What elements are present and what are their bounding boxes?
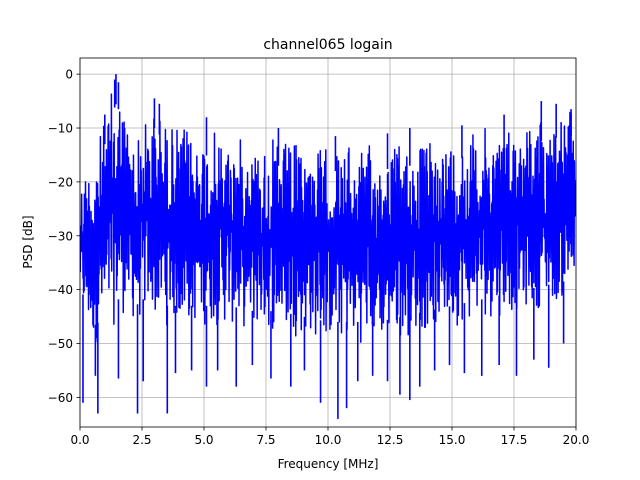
x-tick-label: 15.0	[439, 433, 466, 447]
y-tick-label: −30	[48, 229, 73, 243]
chart-title: channel065 logain	[263, 37, 392, 53]
plot-data	[80, 74, 576, 419]
x-tick-label: 10.0	[315, 433, 342, 447]
x-axis-label: Frequency [MHz]	[278, 457, 379, 471]
y-tick-label: 0	[65, 68, 73, 82]
x-tick-label: 17.5	[501, 433, 528, 447]
y-tick-label: −40	[48, 283, 73, 297]
x-axis-ticks: 0.0 2.5 5.0 7.5 10.0 12.5 15.0 17.5 20.0	[70, 427, 589, 447]
x-tick-label: 7.5	[256, 433, 275, 447]
x-tick-label: 12.5	[377, 433, 404, 447]
x-tick-label: 2.5	[132, 433, 151, 447]
x-tick-label: 20.0	[563, 433, 590, 447]
x-tick-label: 5.0	[194, 433, 213, 447]
x-tick-label: 0.0	[70, 433, 89, 447]
psd-series-line	[80, 93, 576, 343]
y-tick-label: −20	[48, 175, 73, 189]
y-tick-label: −60	[48, 391, 73, 405]
y-tick-label: −10	[48, 122, 73, 136]
y-axis-label: PSD [dB]	[21, 215, 35, 268]
y-tick-label: −50	[48, 337, 73, 351]
y-axis-ticks: 0 −10 −20 −30 −40 −50 −60	[48, 68, 80, 405]
